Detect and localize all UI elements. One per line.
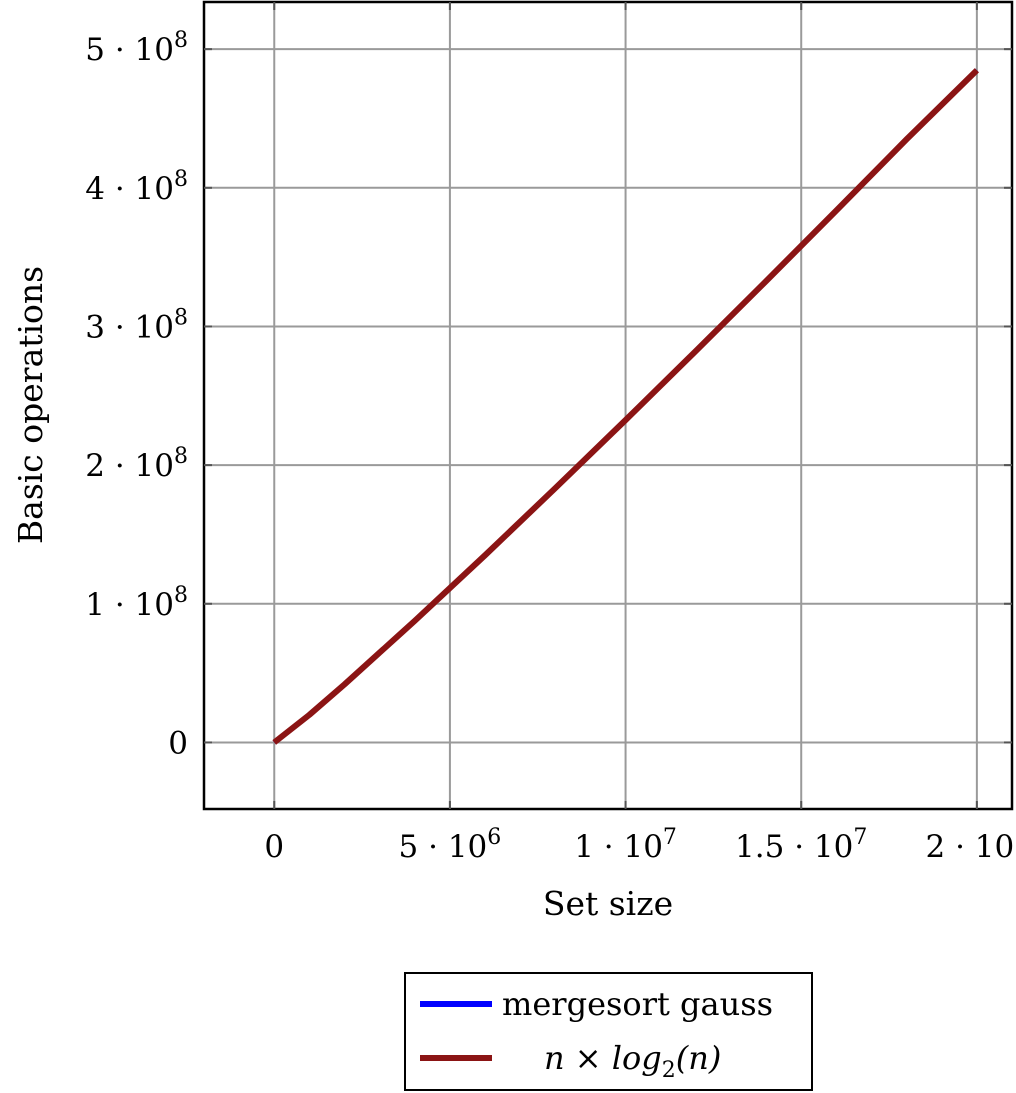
grid-lines [204, 2, 1012, 809]
y-tick-label: 2 · 108 [85, 444, 188, 484]
y-tick-label: 4 · 108 [85, 167, 188, 207]
x-axis-label: Set size [543, 884, 673, 923]
x-tick-label: 2 · 107 [926, 825, 1016, 865]
y-tick-label: 5 · 108 [85, 28, 188, 68]
x-tick-label: 0 [264, 829, 284, 865]
x-tick-label: 5 · 106 [399, 825, 502, 865]
plot-frame [202, 0, 1014, 811]
x-tick-label: 1.5 · 107 [735, 825, 867, 865]
legend-label-mergesort-gauss: mergesort gauss [502, 985, 773, 1023]
y-tick-label: 0 [168, 725, 188, 761]
tick-labels: 0 5 · 106 1 · 107 1.5 · 107 2 · 107 0 1 · 108 2… [85, 28, 1016, 865]
plot-series [272, 68, 979, 745]
y-tick-label: 3 · 108 [85, 305, 188, 345]
y-tick-label: 1 · 108 [85, 583, 188, 623]
legend-label-nlogn: n × log2(n) [544, 1039, 721, 1083]
legend-box [404, 972, 813, 1091]
legend: mergesort gauss n × log2(n) [404, 972, 813, 1091]
tick-marks [204, 2, 1012, 809]
y-axis-label: Basic operations [11, 266, 50, 544]
x-tick-label: 1 · 107 [574, 825, 677, 865]
series-line-1 [272, 68, 979, 745]
